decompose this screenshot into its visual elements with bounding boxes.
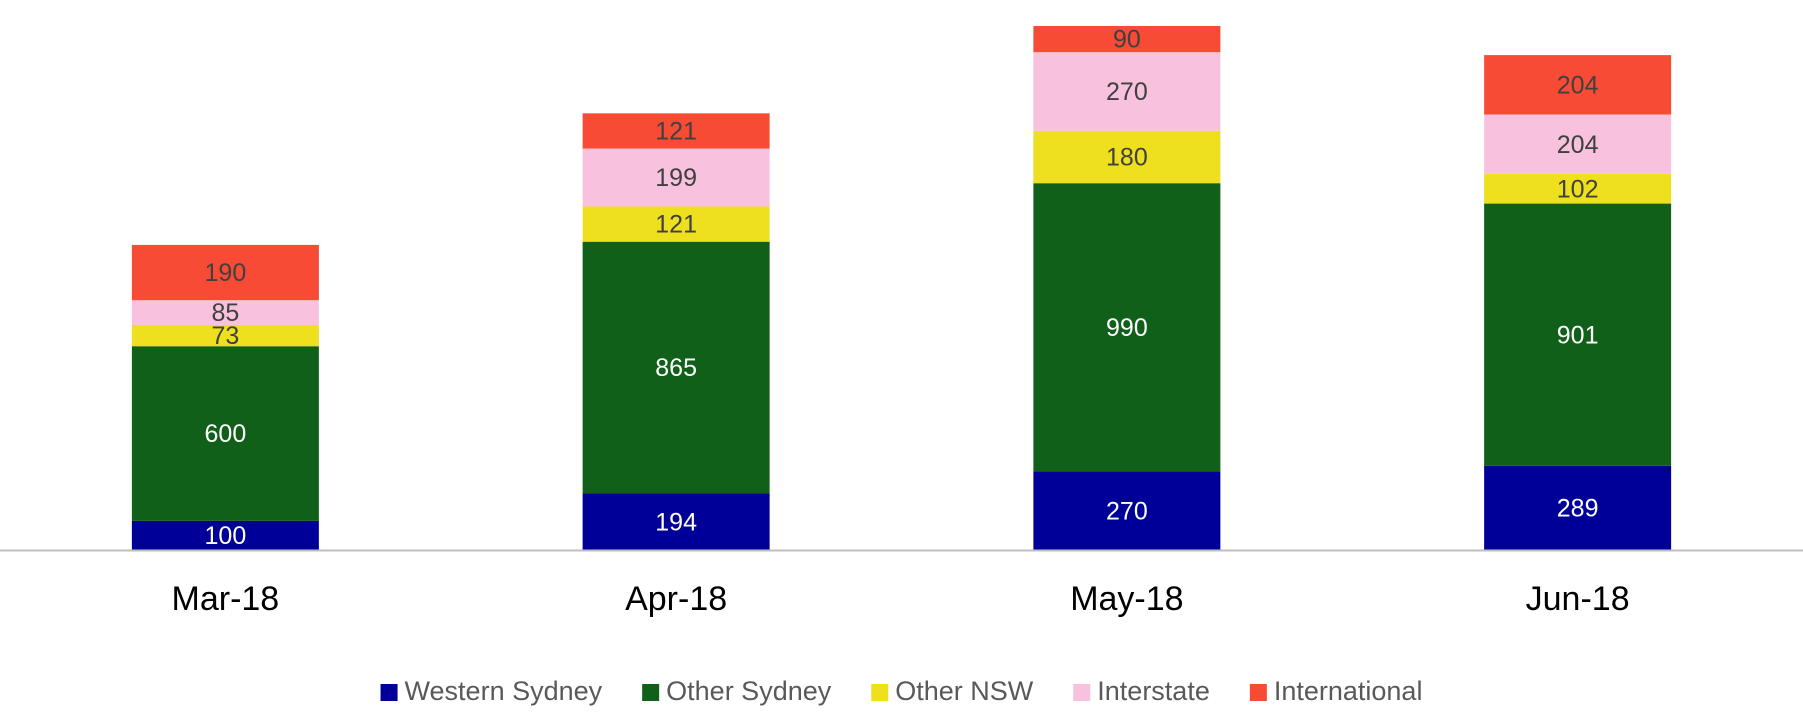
x-tick-label: Jun-18 (1526, 580, 1630, 618)
bar-segment (131, 346, 319, 521)
x-tick-label: Mar-18 (172, 580, 280, 618)
data-label: 289 (1557, 495, 1599, 523)
legend-label: International (1274, 676, 1423, 706)
data-label: 121 (655, 211, 697, 239)
bar-segment (1484, 173, 1672, 204)
bar-segment (582, 493, 770, 550)
legend-swatch (642, 684, 660, 701)
legend-label: Other NSW (895, 676, 1034, 706)
bar-segment (1484, 203, 1672, 466)
data-label: 600 (205, 420, 247, 448)
legend-label: Interstate (1097, 676, 1210, 706)
bar-segment (582, 206, 770, 242)
legend-swatch (1073, 684, 1091, 701)
data-label: 199 (655, 164, 697, 192)
data-label: 85 (211, 299, 239, 327)
data-label: 204 (1557, 71, 1599, 99)
data-label: 180 (1106, 144, 1148, 172)
legend-swatch (871, 684, 889, 701)
data-label: 90 (1113, 26, 1141, 54)
bar-segment (131, 300, 319, 325)
data-label: 121 (655, 118, 697, 146)
bar-segment (131, 244, 319, 301)
data-label: 73 (211, 322, 239, 350)
data-label: 190 (205, 259, 247, 287)
bar-segment (1033, 183, 1221, 472)
legend-label: Western Sydney (405, 676, 603, 706)
bar-segment (1484, 114, 1672, 174)
bar-segment (1033, 26, 1221, 53)
bar-segment (1033, 52, 1221, 131)
bar-segment (131, 324, 319, 347)
data-label: 901 (1557, 321, 1599, 349)
legend-label: Other Sydney (666, 676, 832, 706)
bar-segment (1484, 55, 1672, 115)
data-label: 270 (1106, 497, 1148, 525)
bar-segment (582, 113, 770, 149)
x-tick-label: Apr-18 (625, 580, 727, 618)
data-label: 204 (1557, 131, 1599, 159)
data-label: 865 (655, 354, 697, 382)
data-label: 102 (1557, 175, 1599, 203)
data-label: 100 (205, 522, 247, 550)
legend-swatch (1249, 684, 1267, 701)
bar-segment (131, 520, 319, 550)
data-label: 990 (1106, 314, 1148, 342)
data-label: 194 (655, 508, 697, 536)
x-tick-label: May-18 (1070, 580, 1183, 618)
bar-segment (1033, 471, 1221, 550)
bar-segment (1484, 465, 1672, 550)
bar-segment (582, 241, 770, 494)
data-label: 270 (1106, 78, 1148, 106)
bar-segment (582, 148, 770, 207)
legend-swatch (380, 684, 398, 701)
bar-segment (1033, 130, 1221, 184)
